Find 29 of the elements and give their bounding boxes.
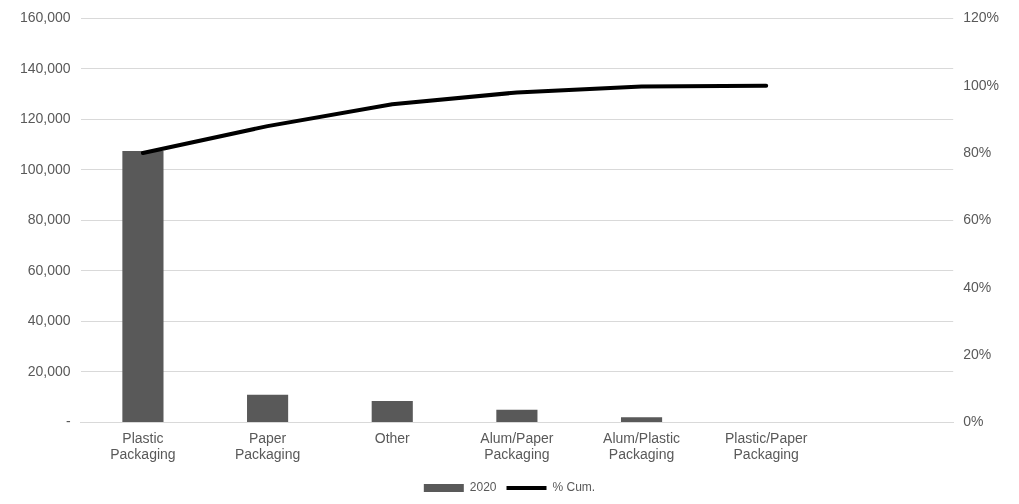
- x-tick-label: Plastic Packaging: [110, 429, 176, 463]
- x-tick-label: Other: [374, 429, 411, 446]
- y-tick-label: 20,000: [27, 362, 71, 379]
- x-tick-label: Paper Packaging: [234, 429, 301, 463]
- bar: [496, 409, 538, 422]
- y-tick-label: -: [65, 413, 71, 430]
- x-tick-label: Alum/Paper Packaging: [480, 429, 554, 463]
- y-tick-label: 60,000: [27, 261, 71, 278]
- bar: [620, 417, 663, 422]
- y2-tick-label: 40%: [963, 278, 992, 295]
- y2-tick-label: 0%: [963, 413, 984, 430]
- x-tick-label: Plastic/Paper Packaging: [724, 429, 808, 463]
- y-tick-label: 80,000: [27, 211, 71, 228]
- y2-tick-label: 100%: [963, 76, 1000, 93]
- legend-label: % Cum.: [552, 480, 596, 495]
- y-tick-label: 140,000: [20, 59, 71, 76]
- y-tick-label: 160,000: [20, 9, 71, 26]
- x-tick-label: Alum/Plastic Packaging: [603, 429, 681, 463]
- bar: [371, 400, 413, 422]
- y-tick-label: 100,000: [20, 160, 71, 177]
- legend-label: 2020: [469, 480, 497, 495]
- y-tick-label: 40,000: [27, 312, 71, 329]
- y2-tick-label: 20%: [963, 345, 992, 362]
- y2-tick-label: 120%: [963, 9, 1000, 26]
- bar: [247, 394, 289, 422]
- y-tick-label: 120,000: [20, 110, 71, 127]
- y2-tick-label: 60%: [963, 211, 992, 228]
- bar: [122, 150, 164, 422]
- y2-tick-label: 80%: [963, 143, 992, 160]
